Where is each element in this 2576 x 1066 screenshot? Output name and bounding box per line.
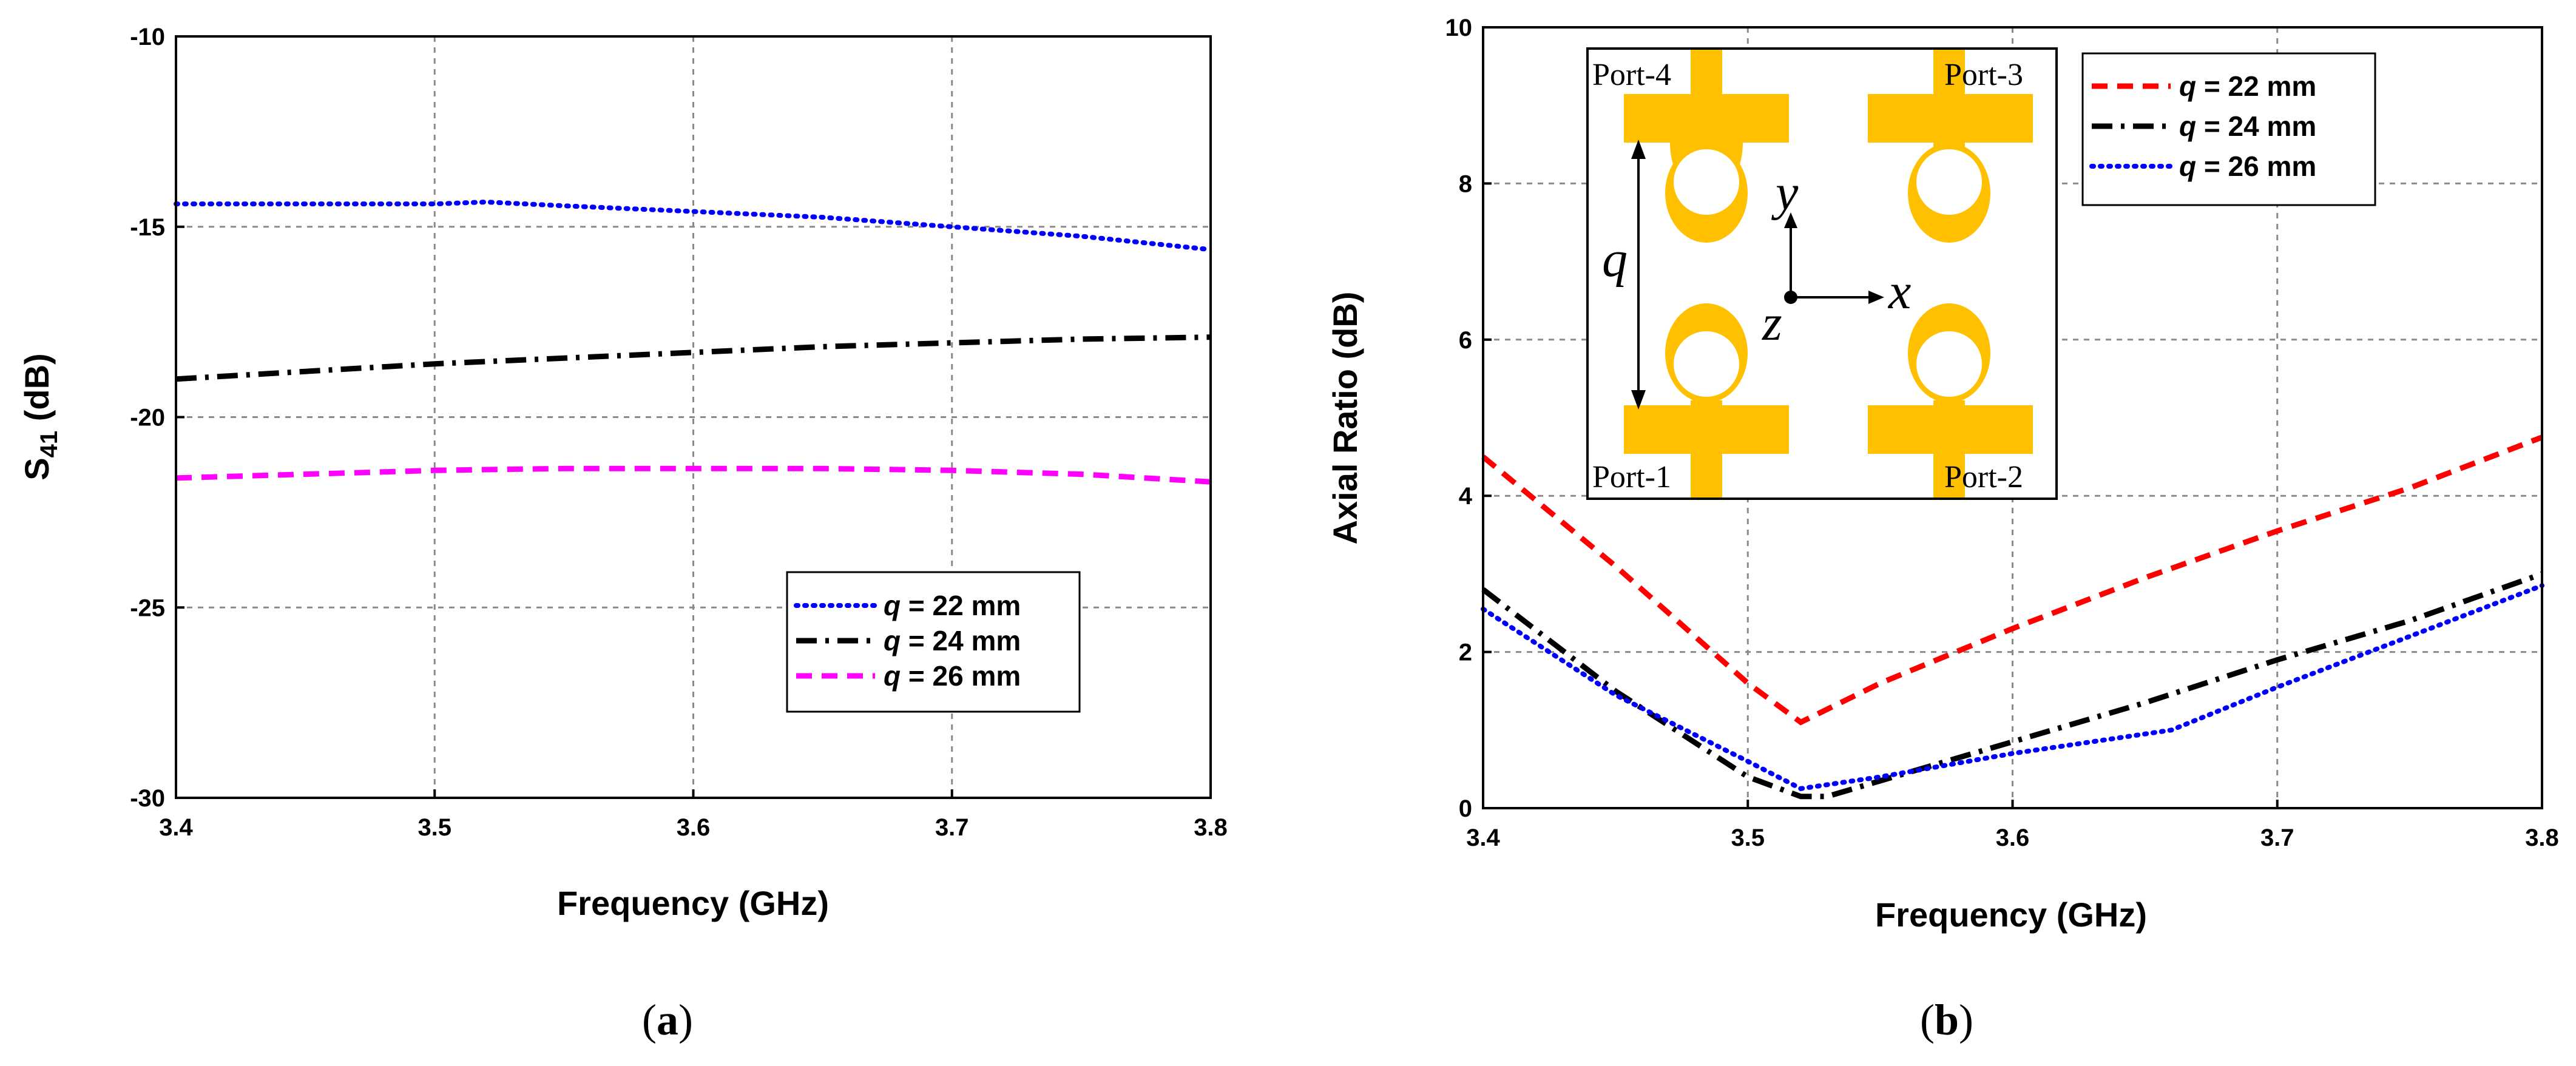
legend-label-1: q = 22 mm — [884, 590, 1021, 621]
chart-b: 3.4 3.5 3.6 3.7 3.8 0 2 4 6 8 10 Frequency (GHz) A… — [1326, 15, 2559, 1044]
legend-q-symbol: q — [884, 660, 901, 692]
x-tick-label: 3.8 — [1194, 814, 1228, 841]
legend-label-2: q = 24 mm — [884, 625, 1021, 656]
series-line-2 — [1481, 571, 2543, 800]
legend-value-text: = 26 mm — [2196, 150, 2316, 182]
series-line-3 — [175, 465, 1211, 485]
y-tick-label: -10 — [130, 24, 165, 50]
legend-q-symbol: q — [884, 590, 901, 621]
legend-q-symbol: q — [2179, 110, 2196, 142]
port-2-label: Port-2 — [1944, 460, 2023, 494]
port-4-label: Port-4 — [1592, 58, 1671, 92]
y-tick-label: 10 — [1445, 15, 1473, 41]
chart-a-series — [174, 199, 1213, 485]
legend-label-1: q = 22 mm — [2179, 70, 2316, 102]
chart-b-series — [1481, 434, 2544, 800]
panel-label-a: (a) — [642, 996, 693, 1044]
x-tick-label: 3.4 — [159, 814, 193, 841]
chart-a: 3.4 3.5 3.6 3.7 3.8 -10 -15 -20 -25 -30 Frequency… — [18, 24, 1228, 1044]
legend-label-2: q = 24 mm — [2179, 110, 2316, 142]
x-tick-label: 3.5 — [1731, 825, 1765, 851]
y-tick-label: -25 — [130, 595, 165, 621]
y-tick-label: 6 — [1459, 327, 1472, 354]
chart-b-legend: q = 22 mmq = 24 mmq = 26 mm — [2081, 52, 2376, 206]
chart-b-y-axis-label: Axial Ratio (dB) — [1326, 292, 1364, 545]
legend-value-text: = 22 mm — [2196, 70, 2316, 102]
x-tick-label: 3.4 — [1466, 825, 1500, 851]
antenna-element-port-1 — [1624, 303, 1789, 498]
chart-a-legend: q = 22 mmq = 24 mmq = 26 mm — [786, 571, 1081, 713]
series-line-2 — [175, 334, 1211, 382]
coordinate-axes — [1784, 212, 1884, 304]
chart-a-x-axis-label: Frequency (GHz) — [557, 884, 829, 922]
y-tick-label: -15 — [130, 214, 165, 241]
chart-a-legend-box — [786, 571, 1081, 713]
chart-a-ticks: 3.4 3.5 3.6 3.7 3.8 -10 -15 -20 -25 -30 — [130, 24, 1228, 841]
x-axis-label: x — [1887, 263, 1911, 320]
chart-b-ticks: 3.4 3.5 3.6 3.7 3.8 0 2 4 6 8 10 — [1445, 15, 2559, 851]
legend-label-3: q = 26 mm — [2179, 150, 2316, 182]
chart-b-x-axis-label: Frequency (GHz) — [1875, 896, 2147, 934]
y-tick-label: 2 — [1459, 639, 1472, 666]
legend-label-3: q = 26 mm — [884, 660, 1021, 692]
panel-label-a-letter: a — [657, 996, 678, 1044]
dimension-q-arrow — [1631, 140, 1646, 410]
x-tick-label: 3.8 — [2525, 825, 2559, 851]
series-line-1 — [174, 199, 1213, 252]
y-axis-label: y — [1771, 164, 1799, 221]
x-tick-label: 3.5 — [418, 814, 451, 841]
antenna-element-port-2 — [1868, 303, 2033, 498]
legend-value-text: = 26 mm — [901, 660, 1021, 692]
chart-a-y-axis-label: S41 (dB) — [18, 353, 63, 480]
y-tick-label: -20 — [130, 405, 165, 431]
chart-a-y-label-sub: 41 — [36, 431, 63, 458]
antenna-element-port-4 — [1624, 50, 1789, 243]
x-tick-label: 3.7 — [2260, 825, 2294, 851]
x-tick-label: 3.6 — [1996, 825, 2030, 851]
legend-q-symbol: q — [2179, 150, 2196, 182]
port-3-label: Port-3 — [1944, 58, 2023, 92]
chart-a-y-label-tail: (dB) — [18, 353, 56, 431]
antenna-element-port-3 — [1868, 50, 2033, 243]
x-tick-label: 3.7 — [935, 814, 969, 841]
y-tick-label: 4 — [1459, 483, 1473, 510]
legend-q-symbol: q — [2179, 70, 2196, 102]
chart-b-legend-box — [2081, 52, 2376, 206]
dimension-q-label: q — [1602, 231, 1628, 288]
chart-a-y-label-main: S — [18, 457, 56, 480]
y-tick-label: 8 — [1459, 170, 1472, 197]
port-1-label: Port-1 — [1592, 460, 1671, 494]
legend-value-text: = 24 mm — [2196, 110, 2316, 142]
legend-value-text: = 22 mm — [901, 590, 1021, 621]
x-tick-label: 3.6 — [677, 814, 711, 841]
series-line-3 — [1481, 583, 2544, 791]
panel-label-b: (b) — [1920, 996, 1973, 1044]
legend-q-symbol: q — [884, 625, 901, 656]
y-tick-label: 0 — [1459, 795, 1472, 822]
legend-value-text: = 24 mm — [901, 625, 1021, 656]
z-axis-label: z — [1762, 295, 1782, 351]
antenna-inset: Port-4 Port-3 Port-1 Port-2 q y x z — [1586, 47, 2058, 500]
y-tick-label: -30 — [130, 785, 165, 812]
series-line-1 — [1481, 434, 2543, 726]
panel-label-b-letter: b — [1935, 996, 1959, 1044]
